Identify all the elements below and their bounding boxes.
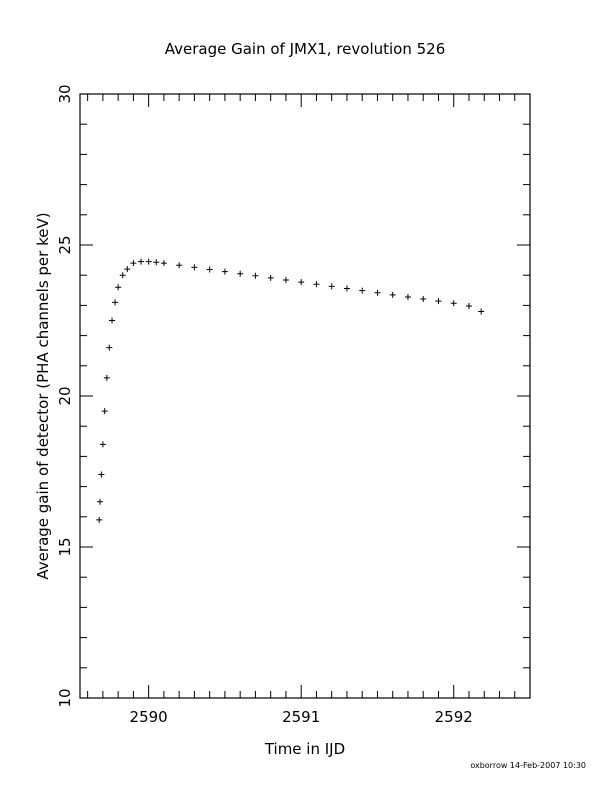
data-point: [252, 272, 259, 279]
data-point: [96, 516, 103, 523]
data-point: [115, 284, 122, 291]
data-point: [138, 258, 145, 265]
axis-ticks: [80, 93, 531, 699]
tick-labels: 2590 2591 2592 10 15 20 25 30: [56, 84, 473, 726]
y-tick-label: 30: [56, 84, 74, 103]
y-tick-label: 10: [56, 688, 74, 707]
data-point: [328, 283, 335, 290]
data-point: [389, 291, 396, 298]
y-tick-label: 25: [56, 235, 74, 254]
data-point: [153, 259, 160, 266]
data-point: [206, 266, 213, 273]
data-point: [112, 299, 119, 306]
y-tick-label: 20: [56, 386, 74, 405]
x-tick-label: 2591: [282, 708, 320, 726]
data-point: [119, 272, 126, 279]
data-point: [237, 270, 244, 277]
x-axis-label: Time in IJD: [264, 740, 345, 758]
data-point: [96, 498, 103, 505]
data-point: [124, 266, 131, 273]
data-point: [359, 287, 366, 294]
data-point: [435, 298, 442, 305]
data-point: [145, 258, 152, 265]
data-point: [109, 317, 116, 324]
data-point: [98, 471, 105, 478]
y-tick-label: 15: [56, 537, 74, 556]
data-point: [420, 296, 427, 303]
data-point: [465, 303, 472, 310]
x-tick-label: 2590: [130, 708, 168, 726]
data-point: [343, 285, 350, 292]
data-points: [96, 258, 485, 523]
chart-title: Average Gain of JMX1, revolution 526: [165, 40, 446, 58]
data-point: [267, 274, 274, 281]
data-point: [99, 441, 106, 448]
data-point: [282, 277, 289, 284]
data-point: [221, 268, 228, 275]
plot-frame: [79, 93, 531, 699]
data-point: [478, 308, 485, 315]
data-point: [191, 264, 198, 271]
data-point: [313, 281, 320, 288]
data-point: [106, 344, 113, 351]
data-point: [450, 300, 457, 307]
data-point: [374, 289, 381, 296]
x-tick-label: 2592: [435, 708, 473, 726]
data-point: [130, 260, 137, 267]
data-point: [101, 408, 108, 415]
data-point: [298, 279, 305, 286]
data-point: [404, 293, 411, 300]
y-axis-label: Average gain of detector (PHA channels p…: [34, 212, 52, 579]
data-point: [103, 374, 110, 381]
data-point: [160, 260, 167, 267]
data-point: [176, 262, 183, 269]
footer-credit: oxborrow 14-Feb-2007 10:30: [470, 761, 586, 770]
